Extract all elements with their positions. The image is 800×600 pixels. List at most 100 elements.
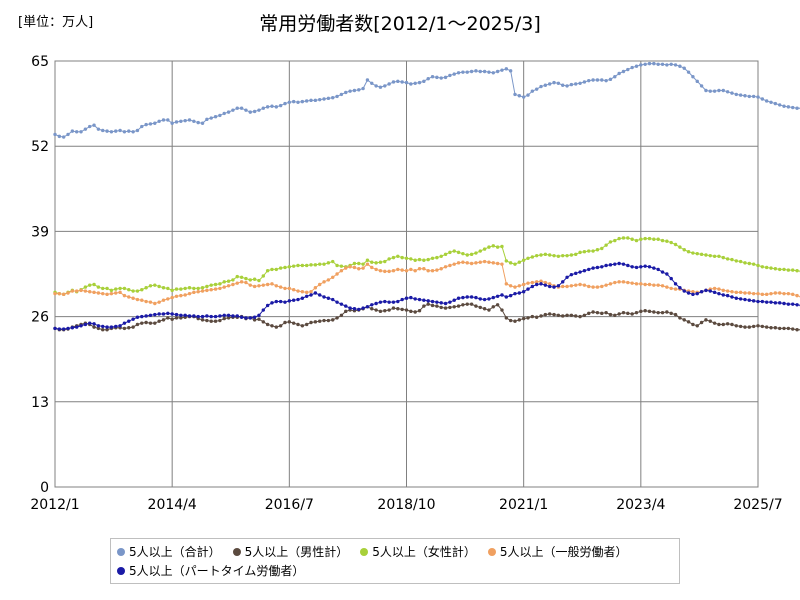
data-point: [127, 288, 131, 292]
data-point: [448, 305, 452, 310]
data-point: [161, 118, 166, 122]
data-point: [92, 282, 96, 287]
data-point: [200, 289, 205, 293]
data-point: [600, 265, 604, 269]
data-point: [387, 257, 391, 261]
data-point: [513, 319, 517, 323]
data-point: [170, 317, 174, 321]
data-point: [222, 313, 226, 317]
data-point: [561, 253, 565, 258]
data-point: [556, 284, 561, 288]
data-point: [725, 293, 730, 298]
data-point: [53, 132, 57, 137]
data-point: [383, 259, 387, 264]
data-point: [283, 320, 287, 325]
data-point: [591, 249, 595, 253]
data-point: [166, 118, 170, 122]
data-point: [760, 265, 765, 269]
data-point: [743, 291, 747, 295]
data-point: [157, 284, 161, 289]
data-point: [53, 326, 57, 331]
data-point: [647, 309, 652, 314]
data-point: [313, 263, 318, 267]
data-point: [187, 314, 192, 318]
data-point: [686, 291, 691, 295]
data-point: [435, 75, 439, 80]
data-point: [318, 282, 322, 287]
data-point: [756, 263, 760, 268]
data-point: [322, 295, 326, 299]
data-point: [660, 284, 665, 288]
data-point: [569, 82, 574, 87]
data-point: [270, 301, 274, 305]
data-point: [57, 291, 62, 296]
data-point: [252, 318, 257, 322]
data-point: [426, 257, 430, 262]
data-point: [96, 324, 101, 328]
data-point: [743, 325, 747, 329]
data-point: [344, 266, 348, 270]
data-point: [565, 313, 569, 317]
data-point: [318, 97, 322, 102]
data-point: [791, 292, 795, 297]
data-point: [248, 316, 252, 320]
data-point: [764, 265, 769, 270]
data-point: [430, 269, 435, 273]
data-point: [326, 318, 331, 323]
data-point: [235, 314, 239, 318]
data-point: [521, 290, 526, 294]
data-point: [643, 282, 647, 287]
data-point: [304, 290, 309, 295]
data-point: [187, 286, 192, 290]
data-point: [122, 321, 127, 325]
data-point: [691, 75, 695, 79]
data-point: [786, 326, 791, 331]
data-point: [209, 319, 213, 323]
data-point: [508, 284, 513, 288]
data-point: [88, 283, 92, 287]
data-point: [795, 106, 799, 110]
x-tick-label: 2018/10: [377, 497, 435, 513]
data-point: [517, 291, 522, 295]
data-point: [747, 298, 752, 302]
data-point: [326, 278, 331, 282]
legend-item: 5人以上（パートタイム労働者）: [117, 561, 304, 580]
data-point: [756, 291, 760, 296]
data-point: [600, 311, 604, 316]
data-point: [96, 291, 101, 295]
data-point: [452, 249, 456, 253]
data-point: [678, 316, 682, 320]
data-point: [504, 316, 509, 320]
legend-item: 5人以上（一般労働者）: [487, 542, 628, 561]
data-point: [647, 282, 652, 287]
data-point: [539, 279, 543, 283]
data-point: [613, 75, 617, 79]
data-point: [257, 278, 261, 283]
data-point: [730, 257, 734, 262]
data-point: [344, 309, 348, 314]
data-point: [352, 88, 357, 93]
data-point: [539, 84, 543, 89]
data-point: [461, 70, 465, 74]
data-point: [543, 312, 548, 317]
data-point: [626, 263, 630, 268]
data-point: [782, 301, 786, 306]
data-point: [265, 105, 270, 109]
data-point: [565, 253, 569, 258]
data-point: [791, 302, 795, 306]
data-point: [743, 94, 747, 98]
data-point: [157, 119, 161, 124]
data-point: [283, 300, 287, 304]
data-point: [691, 251, 695, 255]
data-point: [574, 252, 578, 257]
legend-marker: [117, 547, 125, 556]
data-point: [326, 261, 331, 265]
data-point: [630, 281, 634, 285]
data-point: [656, 283, 660, 287]
data-point: [617, 261, 621, 266]
data-point: [131, 325, 135, 329]
data-point: [196, 286, 200, 291]
data-point: [708, 289, 712, 293]
data-point: [487, 297, 491, 301]
data-point: [751, 94, 756, 99]
